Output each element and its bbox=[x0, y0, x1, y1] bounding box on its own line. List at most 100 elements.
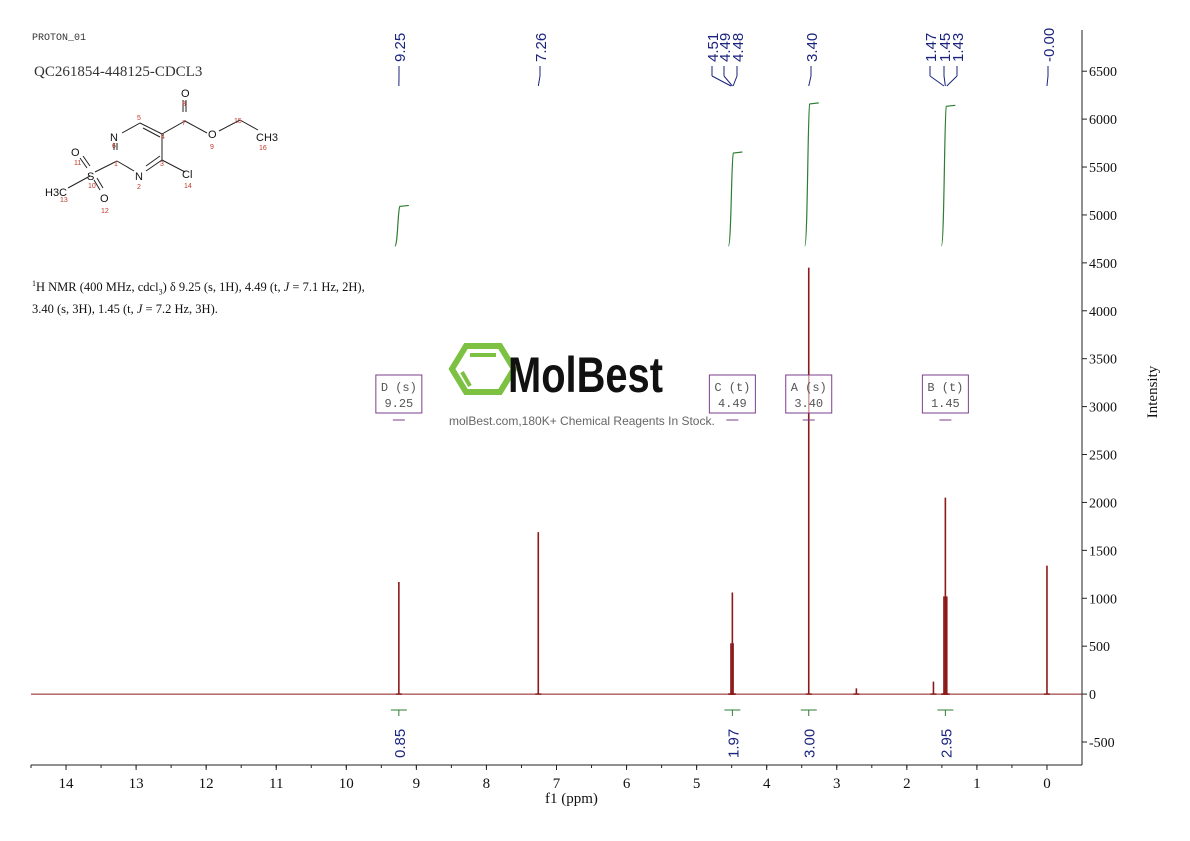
multiplet-box bbox=[708, 374, 756, 414]
peak-label: 4.48 bbox=[730, 33, 747, 62]
peak-label-leader bbox=[723, 75, 733, 87]
svg-text:10: 10 bbox=[88, 183, 96, 190]
multiplet-box bbox=[375, 374, 423, 414]
svg-text:9: 9 bbox=[210, 144, 214, 151]
x-tick-label: 3 bbox=[833, 776, 841, 792]
structure-atoms: N N O O S H3C Cl O O CH3 bbox=[45, 88, 278, 205]
x-tick-label: 2 bbox=[903, 776, 911, 792]
multiplet-box bbox=[785, 374, 833, 414]
integral-curve bbox=[394, 204, 409, 247]
svg-text:2: 2 bbox=[137, 184, 141, 191]
x-tick-label: 1 bbox=[973, 776, 981, 792]
peak-labels: 9.25 7.26 4.514.494.48 3.40 1.471.451.43 -0.0… bbox=[392, 28, 1058, 87]
integral-value: 2.95 bbox=[938, 729, 955, 758]
x-tick-label: 8 bbox=[483, 776, 491, 792]
svg-text:5: 5 bbox=[137, 115, 141, 122]
svg-text:O: O bbox=[208, 129, 217, 141]
peak-label: 4.49 bbox=[717, 33, 734, 62]
y-tick-label: 6000 bbox=[1089, 113, 1117, 128]
integral-value: 0.85 bbox=[392, 729, 409, 758]
svg-text:13: 13 bbox=[60, 197, 68, 204]
svg-text:12: 12 bbox=[101, 208, 109, 215]
y-tick-label: 500 bbox=[1089, 640, 1110, 655]
y-tick-label: 0 bbox=[1089, 688, 1096, 703]
svg-text:CH3: CH3 bbox=[256, 132, 278, 144]
integral-curves bbox=[394, 102, 956, 247]
peak-label-leader bbox=[946, 75, 958, 87]
experiment-name: PROTON_01 bbox=[32, 33, 86, 44]
y-axis: -500 0 500 1000 1500 2000 2500 3000 3500 4000 4500… bbox=[1082, 65, 1117, 751]
multiplet-name: C (t) bbox=[714, 381, 750, 395]
svg-text:N: N bbox=[135, 171, 143, 183]
x-tick-label: 11 bbox=[269, 776, 283, 792]
x-axis: 14 13 12 11 10 9 8 7 6 5 4 3 2 1 0 bbox=[30, 765, 1051, 792]
svg-text:Cl: Cl bbox=[182, 169, 192, 181]
molecule-structure bbox=[67, 100, 259, 191]
svg-text:4: 4 bbox=[161, 134, 165, 141]
y-tick-label: 3500 bbox=[1089, 353, 1117, 368]
svg-text:N: N bbox=[110, 132, 118, 144]
integral-value: 3.00 bbox=[802, 729, 819, 758]
svg-text:14: 14 bbox=[184, 183, 192, 190]
multiplet-boxes: D (s) 9.25 C (t) 4.49 A (s) 3.40 B (t) 1.45 bbox=[375, 374, 969, 421]
y-tick-label: 2000 bbox=[1089, 496, 1117, 511]
peak-label-leader bbox=[537, 75, 541, 87]
peak-label-leader bbox=[711, 75, 732, 87]
multiplet-shift: 1.45 bbox=[931, 397, 960, 411]
multiplet-shift: 9.25 bbox=[384, 397, 413, 411]
y-tick-label: 5500 bbox=[1089, 161, 1117, 176]
svg-text:S: S bbox=[87, 171, 94, 183]
multiplet-name: D (s) bbox=[381, 381, 417, 395]
integral-curve bbox=[727, 151, 743, 247]
svg-text:O: O bbox=[71, 147, 80, 159]
molbest-watermark: MolBest molBest.com,180K+ Chemical Reage… bbox=[448, 343, 715, 428]
peak-label: 1.45 bbox=[937, 33, 954, 62]
nmr-description: 1H NMR (400 MHz, cdcl3) δ 9.25 (s, 1H), … bbox=[32, 279, 365, 316]
x-tick-label: 14 bbox=[59, 776, 75, 792]
peak-label: 7.26 bbox=[533, 33, 550, 62]
svg-text:15: 15 bbox=[234, 118, 242, 125]
integral-labels: 0.85 1.97 3.00 2.95 bbox=[390, 709, 955, 758]
peak-label-leader bbox=[808, 75, 812, 87]
x-tick-label: 4 bbox=[763, 776, 771, 792]
y-axis-label: Intensity bbox=[1145, 365, 1161, 418]
x-tick-label: 0 bbox=[1043, 776, 1051, 792]
y-tick-label: 6500 bbox=[1089, 65, 1117, 80]
atom-numbers: 1 2 3 4 5 6 7 8 9 10 11 12 13 14 15 16 bbox=[60, 101, 267, 215]
svg-text:3: 3 bbox=[160, 161, 164, 168]
y-tick-label: 1500 bbox=[1089, 544, 1117, 559]
svg-text:7: 7 bbox=[182, 120, 186, 127]
x-tick-label: 12 bbox=[199, 776, 214, 792]
y-tick-label: 5000 bbox=[1089, 209, 1117, 224]
x-tick-label: 10 bbox=[339, 776, 354, 792]
x-tick-label: 13 bbox=[129, 776, 144, 792]
peak-label: -0.00 bbox=[1041, 28, 1058, 62]
peak-label: 9.25 bbox=[392, 33, 409, 62]
multiplet-name: B (t) bbox=[927, 381, 963, 395]
x-tick-label: 6 bbox=[623, 776, 631, 792]
sample-id: QC261854-448125-CDCL3 bbox=[34, 64, 202, 80]
x-tick-label: 9 bbox=[413, 776, 421, 792]
peak-label: 4.51 bbox=[705, 33, 722, 62]
spectrum-trace bbox=[31, 267, 1082, 695]
watermark-brand: MolBest bbox=[508, 347, 663, 403]
integral-curve bbox=[940, 104, 956, 247]
svg-text:O: O bbox=[100, 193, 109, 205]
peak-label-leader bbox=[1046, 75, 1049, 87]
multiplet-shift: 4.49 bbox=[718, 397, 747, 411]
multiplet-name: A (s) bbox=[791, 381, 827, 395]
benzene-logo-icon bbox=[448, 343, 518, 395]
watermark-tagline: molBest.com,180K+ Chemical Reagents In S… bbox=[449, 414, 715, 428]
svg-text:11: 11 bbox=[74, 160, 81, 167]
svg-text:16: 16 bbox=[259, 145, 267, 152]
svg-text:H3C: H3C bbox=[45, 187, 67, 199]
y-tick-label: 1000 bbox=[1089, 592, 1117, 607]
x-tick-label: 7 bbox=[553, 776, 561, 792]
y-tick-label: 4000 bbox=[1089, 305, 1117, 320]
y-tick-label: 2500 bbox=[1089, 449, 1117, 464]
peak-label-leader bbox=[943, 75, 946, 87]
peak-label-leader bbox=[929, 75, 945, 87]
x-tick-label: 5 bbox=[693, 776, 701, 792]
peak-label: 1.43 bbox=[950, 33, 967, 62]
